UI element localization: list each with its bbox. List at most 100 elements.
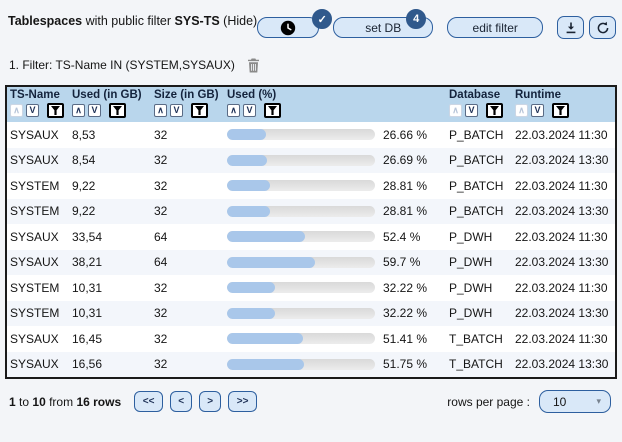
- table-row[interactable]: SYSAUX 33,54 64 52.4 % P_DWH 22.03.2024 11:30: [7, 224, 615, 250]
- cell-ts_name: SYSAUX: [10, 255, 59, 270]
- cell-size_gb: 64: [154, 255, 168, 270]
- column-header-ts_name: TS-Name ∧ V: [10, 89, 72, 118]
- used-percent-label: 28.81 %: [383, 204, 428, 219]
- cell-size_gb: 32: [154, 357, 168, 372]
- range-to-word: to: [19, 394, 30, 409]
- table-row[interactable]: SYSAUX 16,45 32 51.41 % T_BATCH 22.03.2024 11…: [7, 326, 615, 352]
- sort-asc-button[interactable]: ∧: [515, 104, 528, 117]
- rows-per-page-label: rows per page :: [447, 394, 530, 409]
- cell-runtime: 22.03.2024 11:30: [515, 331, 608, 346]
- cell-database: P_BATCH: [449, 204, 504, 219]
- download-button[interactable]: [557, 16, 585, 39]
- cell-runtime: 22.03.2024 13:30: [515, 255, 609, 270]
- rows-range-info: 1 to 10 from 16 rows: [9, 395, 121, 409]
- sort-desc-button[interactable]: V: [243, 104, 256, 117]
- column-label: Size (in GB): [154, 89, 219, 101]
- used-percent-label: 28.81 %: [383, 178, 428, 193]
- cell-runtime: 22.03.2024 11:30: [515, 229, 608, 244]
- hide-toggle[interactable]: (Hide): [223, 14, 258, 28]
- cell-ts_name: SYSAUX: [10, 153, 59, 168]
- used-percent-label: 52.4 %: [383, 229, 421, 244]
- cell-database: P_DWH: [449, 229, 493, 244]
- first-page-button[interactable]: <<: [134, 391, 164, 412]
- toolbar-actions: ✓ set DB 4 edit filter: [257, 9, 617, 39]
- used-percent-bar: [227, 129, 375, 141]
- table-footer: 1 to 10 from 16 rows << < > >> rows per …: [9, 390, 611, 413]
- page-title-mid: with public filter: [82, 14, 175, 28]
- cell-used_gb: 16,56: [72, 357, 103, 372]
- used-percent-bar-fill: [227, 129, 267, 141]
- range-end: 10: [32, 394, 46, 409]
- cell-database: P_BATCH: [449, 127, 504, 142]
- sort-desc-button[interactable]: V: [170, 104, 183, 117]
- filter-funnel-button[interactable]: [191, 103, 208, 118]
- table-row[interactable]: SYSAUX 16,56 32 51.75 % T_BATCH 22.03.2024 13…: [7, 351, 615, 377]
- used-percent-label: 26.69 %: [383, 153, 428, 168]
- cell-used_gb: 16,45: [72, 331, 103, 346]
- cell-runtime: 22.03.2024 11:30: [515, 127, 608, 142]
- cell-ts_name: SYSAUX: [10, 357, 59, 372]
- cell-ts_name: SYSAUX: [10, 229, 59, 244]
- next-page-button[interactable]: >: [199, 391, 222, 412]
- table-body: SYSAUX 8,53 32 26.66 % P_BATCH 22.03.2024 11:…: [7, 122, 615, 377]
- rows-per-page-control: rows per page : 10 ▾: [447, 390, 611, 413]
- delete-filter-button[interactable]: [247, 58, 260, 73]
- table-row[interactable]: SYSTEM 9,22 32 28.81 % P_BATCH 22.03.2024 11:…: [7, 173, 615, 199]
- time-filter-button[interactable]: [257, 17, 320, 38]
- filter-funnel-button[interactable]: [486, 103, 503, 118]
- cell-used-pct: 28.81 %: [227, 204, 449, 218]
- used-percent-bar-fill: [227, 180, 270, 192]
- filter-funnel-button[interactable]: [109, 103, 126, 118]
- funnel-icon: [51, 106, 60, 115]
- sort-asc-button[interactable]: ∧: [72, 104, 85, 117]
- refresh-button[interactable]: [589, 16, 617, 39]
- used-percent-label: 32.22 %: [383, 280, 428, 295]
- cell-database: P_DWH: [449, 306, 493, 321]
- sort-asc-button[interactable]: ∧: [449, 104, 462, 117]
- table-row[interactable]: SYSTEM 10,31 32 32.22 % P_DWH 22.03.2024 13:3…: [7, 300, 615, 326]
- edit-filter-button[interactable]: edit filter: [447, 17, 544, 38]
- cell-size_gb: 64: [154, 229, 168, 244]
- rows-per-page-select[interactable]: 10 ▾: [539, 390, 611, 413]
- column-header-used_pct: Used (%) ∧ V: [227, 89, 449, 118]
- prev-page-button[interactable]: <: [170, 391, 193, 412]
- filter-funnel-button[interactable]: [47, 103, 64, 118]
- column-label: Database: [449, 89, 501, 101]
- cell-size_gb: 32: [154, 280, 168, 295]
- used-percent-label: 59.7 %: [383, 255, 421, 270]
- cell-database: T_BATCH: [449, 357, 503, 372]
- sort-desc-button[interactable]: V: [531, 104, 544, 117]
- last-page-button[interactable]: >>: [228, 391, 258, 412]
- used-percent-bar-fill: [227, 205, 270, 217]
- sort-desc-button[interactable]: V: [465, 104, 478, 117]
- filter-funnel-button[interactable]: [552, 103, 569, 118]
- table-row[interactable]: SYSAUX 8,53 32 26.66 % P_BATCH 22.03.2024 11:…: [7, 122, 615, 148]
- cell-ts_name: SYSAUX: [10, 127, 59, 142]
- table-row[interactable]: SYSTEM 9,22 32 28.81 % P_BATCH 22.03.2024 13:…: [7, 198, 615, 224]
- cell-size_gb: 32: [154, 331, 168, 346]
- cell-ts_name: SYSAUX: [10, 331, 59, 346]
- sort-asc-button[interactable]: ∧: [227, 104, 240, 117]
- sort-asc-button[interactable]: ∧: [154, 104, 167, 117]
- table-row[interactable]: SYSTEM 10,31 32 32.22 % P_DWH 22.03.2024 11:3…: [7, 275, 615, 301]
- cell-runtime: 22.03.2024 13:30: [515, 204, 609, 219]
- used-percent-bar-fill: [227, 333, 304, 345]
- set-db-button-group: set DB 4: [333, 9, 434, 38]
- sort-asc-button[interactable]: ∧: [10, 104, 23, 117]
- sort-desc-button[interactable]: V: [88, 104, 101, 117]
- used-percent-bar: [227, 307, 375, 319]
- table-row[interactable]: SYSAUX 8,54 32 26.69 % P_BATCH 22.03.2024 13:…: [7, 147, 615, 173]
- used-percent-bar: [227, 180, 375, 192]
- cell-ts_name: SYSTEM: [10, 280, 60, 295]
- column-header-database: Database ∧ V: [449, 89, 515, 118]
- sort-desc-button[interactable]: V: [26, 104, 39, 117]
- column-header-used_gb: Used (in GB) ∧ V: [72, 89, 154, 118]
- filter-funnel-button[interactable]: [264, 103, 281, 118]
- table-row[interactable]: SYSAUX 38,21 64 59.7 % P_DWH 22.03.2024 13:30: [7, 249, 615, 275]
- cell-ts_name: SYSTEM: [10, 204, 60, 219]
- used-percent-bar-fill: [227, 358, 304, 370]
- used-percent-bar: [227, 154, 375, 166]
- cell-used-pct: 51.75 %: [227, 357, 449, 371]
- cell-used-pct: 32.22 %: [227, 281, 449, 295]
- cell-database: P_DWH: [449, 280, 493, 295]
